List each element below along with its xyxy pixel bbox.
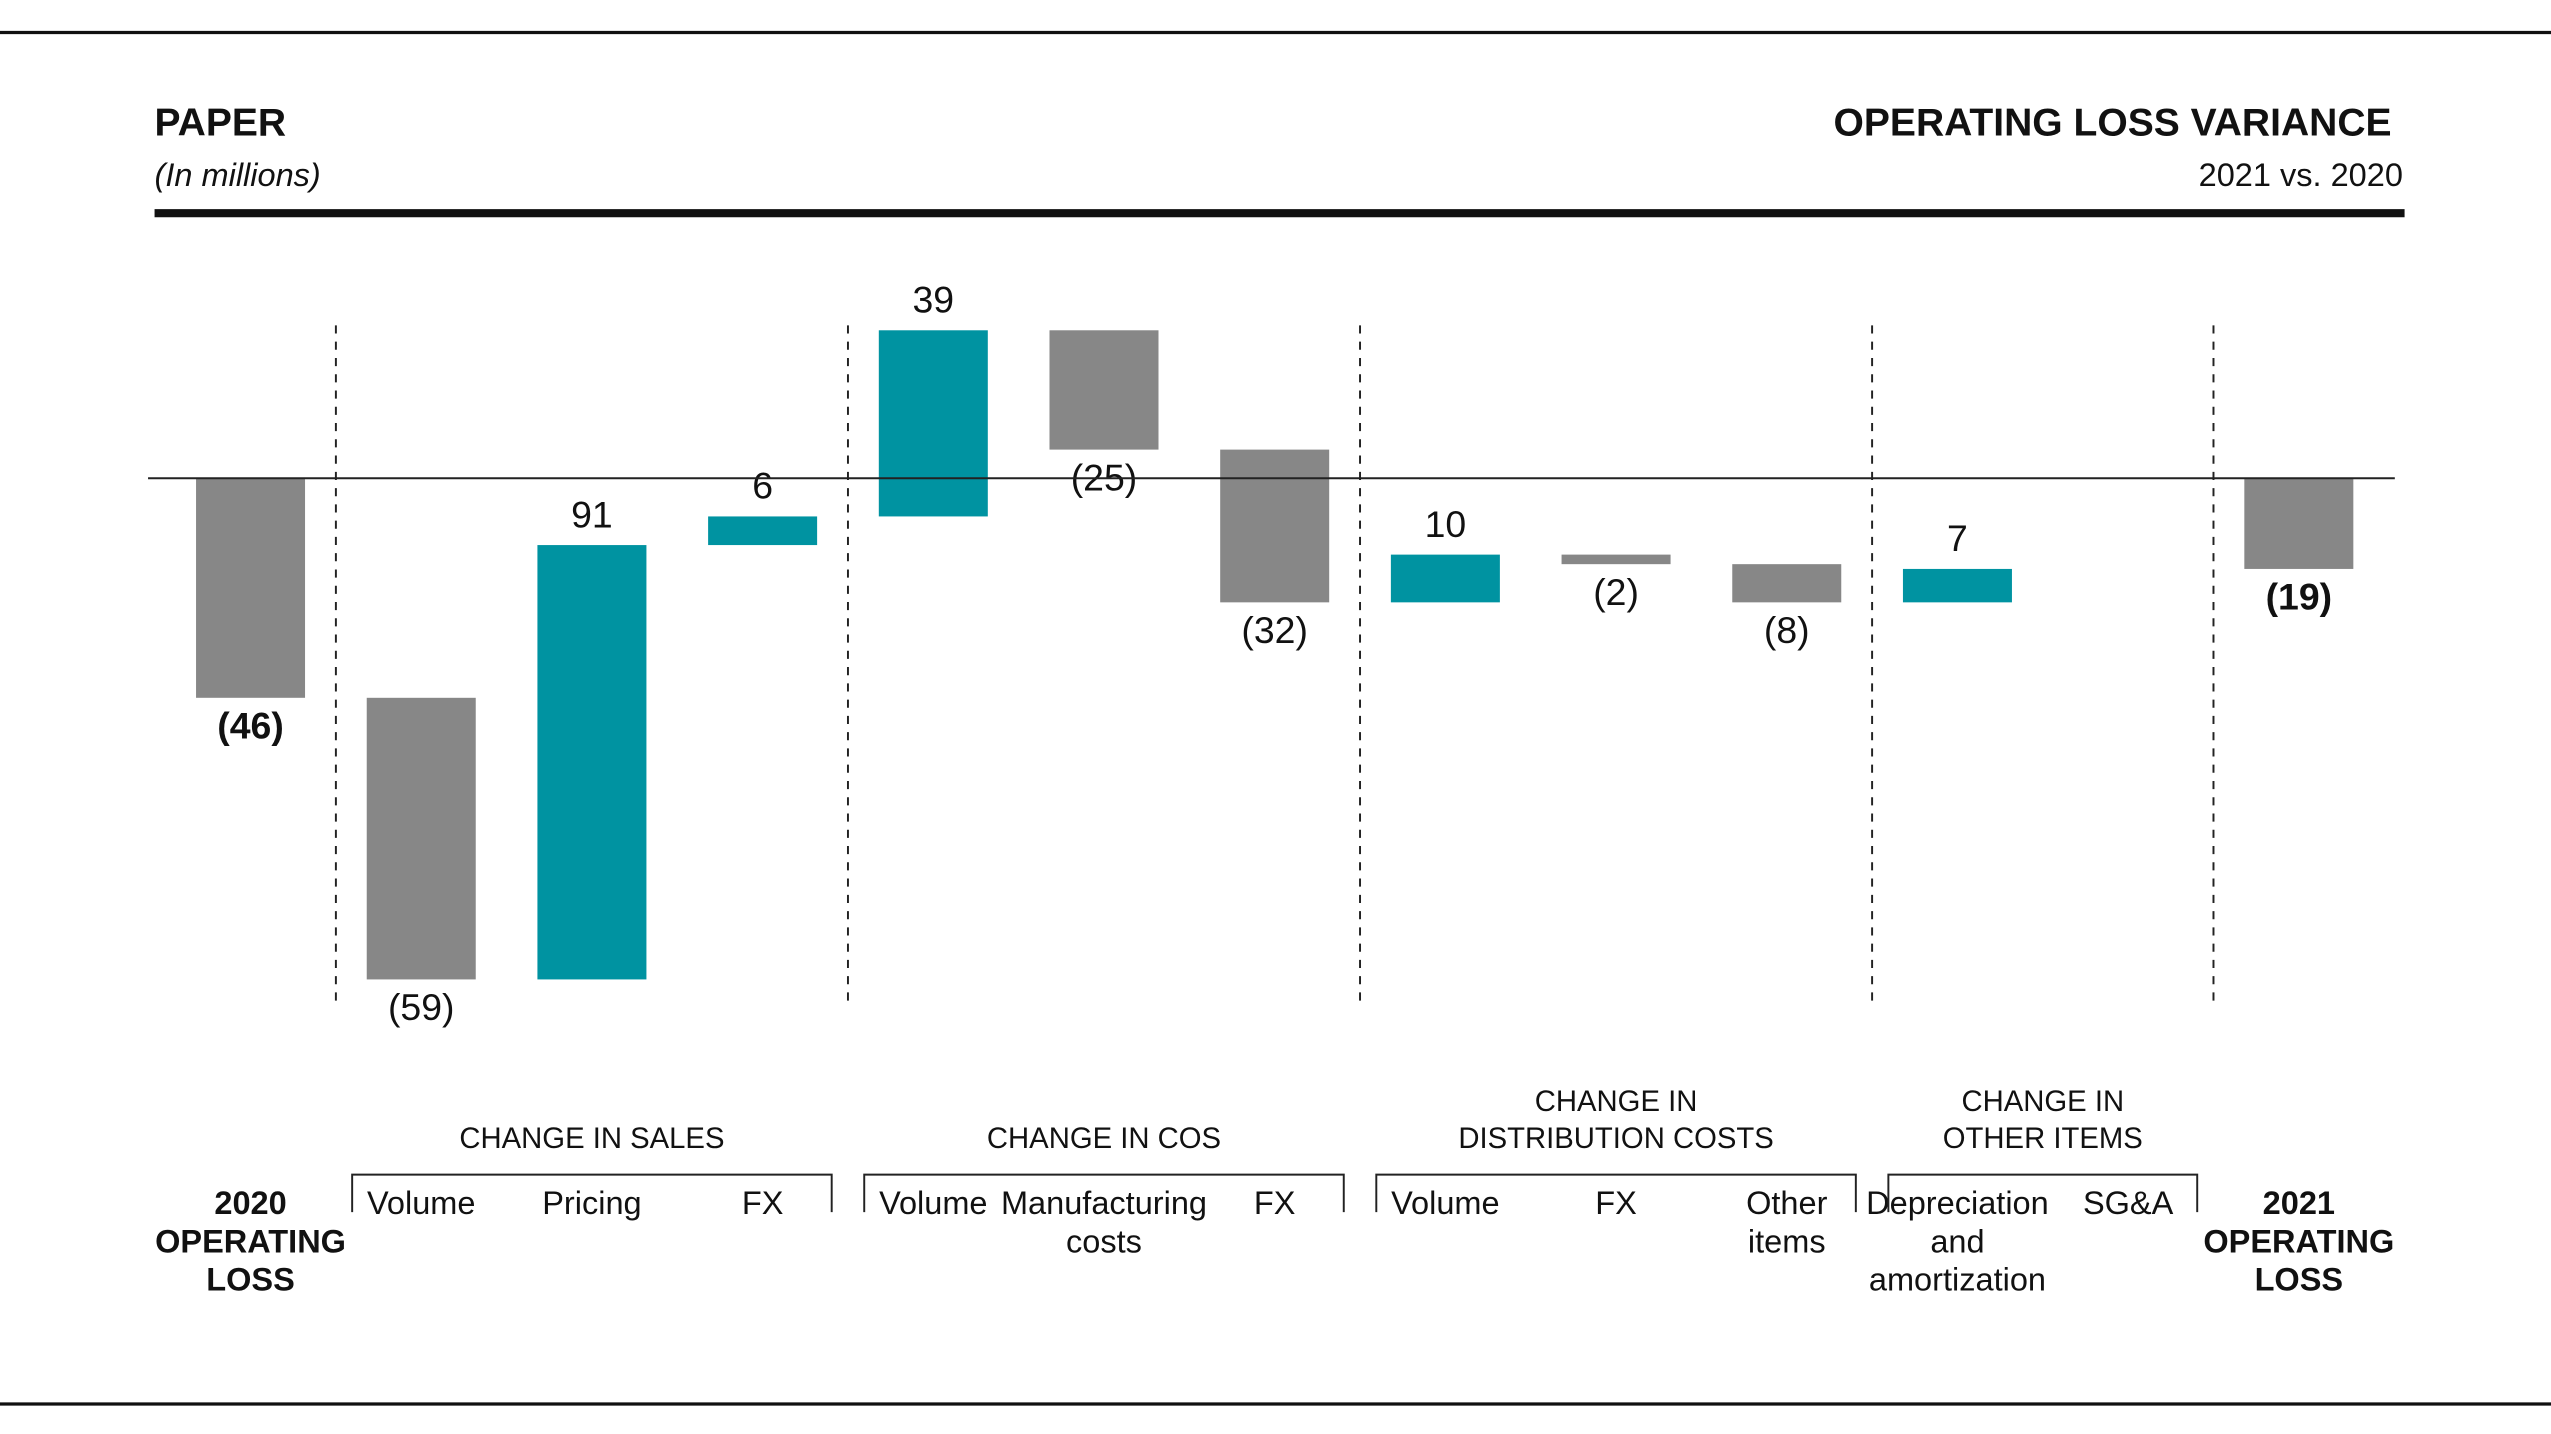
right-title: OPERATING LOSS VARIANCE (1834, 102, 2392, 145)
group-bracket (1887, 1173, 2199, 1213)
bar (1732, 564, 1842, 603)
category-label: FX (1595, 1185, 1637, 1221)
bar (1390, 554, 1500, 603)
category-label: Other (1746, 1185, 1827, 1221)
bar (1902, 568, 2012, 603)
data-label: (8) (1764, 609, 1810, 651)
data-label: (2) (1593, 571, 1639, 613)
category-label: 2020 (214, 1185, 286, 1221)
bar (1561, 554, 1671, 565)
bar (2244, 478, 2354, 569)
data-label: (19) (2266, 576, 2333, 618)
group-label: CHANGE IN SALES (459, 1122, 724, 1155)
bar (537, 545, 647, 980)
data-label: 91 (571, 493, 613, 535)
group-label: DISTRIBUTION COSTS (1458, 1122, 1773, 1155)
category-label: amortization (1869, 1262, 2046, 1298)
group-label: CHANGE IN (1535, 1085, 1698, 1118)
chart-title: PAPER (155, 102, 287, 145)
category-label: FX (1254, 1185, 1296, 1221)
category-label: OPERATING (2203, 1223, 2394, 1259)
category-label: Volume (367, 1185, 475, 1221)
category-label: OPERATING (155, 1223, 346, 1259)
bar (1049, 330, 1159, 450)
data-label: 6 (752, 465, 773, 507)
data-label: (32) (1241, 609, 1308, 651)
category-label: Volume (879, 1185, 987, 1221)
group-label: CHANGE IN (1961, 1085, 2124, 1118)
category-label: FX (742, 1185, 784, 1221)
data-label: 39 (913, 279, 955, 321)
right-subtitle: 2021 vs. 2020 (2199, 157, 2403, 193)
bar (366, 697, 476, 980)
bar (708, 516, 818, 546)
group-bracket (863, 1173, 1345, 1213)
category-label: 2021 (2263, 1185, 2335, 1221)
category-label: Depreciation (1866, 1185, 2049, 1221)
bar (1220, 449, 1330, 603)
category-label: and (1930, 1223, 1984, 1259)
category-label: items (1748, 1223, 1826, 1259)
data-label: 7 (1947, 517, 1968, 559)
chart-subtitle: (In millions) (155, 157, 321, 193)
group-label: OTHER ITEMS (1943, 1122, 2143, 1155)
data-label: (46) (217, 705, 284, 747)
group-label: CHANGE IN COS (987, 1122, 1221, 1155)
category-label: SG&A (2083, 1185, 2174, 1221)
category-label: LOSS (206, 1262, 295, 1298)
category-label: Volume (1391, 1185, 1499, 1221)
category-label: Pricing (542, 1185, 641, 1221)
bar (196, 478, 306, 698)
category-label: LOSS (2255, 1262, 2344, 1298)
data-label: (59) (388, 986, 455, 1028)
group-bracket (1375, 1173, 1857, 1213)
data-label: 10 (1425, 503, 1467, 545)
group-bracket (351, 1173, 833, 1213)
category-label: Manufacturing (1001, 1185, 1207, 1221)
category-label: costs (1066, 1223, 1142, 1259)
bar (878, 330, 988, 517)
